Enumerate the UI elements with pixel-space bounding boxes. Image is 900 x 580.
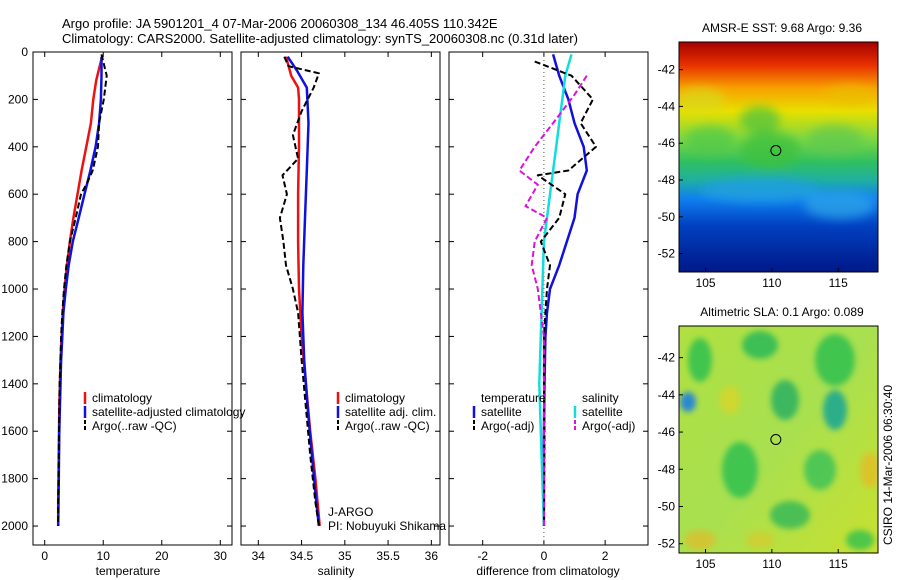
annotation-line-1: J-ARGO [328,505,373,519]
legend-label-climatology: climatology [345,391,405,405]
x-tick-label: 35.5 [376,549,400,563]
sla-map [679,326,878,553]
y-tick-label: 0 [21,45,28,59]
legend-label-temp-argo: Argo(-adj) [481,419,534,433]
x-tick-label: 36 [425,549,439,563]
difference-plot: -2 0 2 [449,51,648,563]
x-tick-label: 2 [602,549,609,563]
x-tick-label: 0 [41,549,48,563]
x-tick-label: 34.5 [290,549,314,563]
series-line-salinity-satellite [538,54,573,527]
x-tick-label: 115 [829,557,848,571]
x-tick-label: 110 [762,557,781,571]
legend-label-temp-satellite: satellite [481,405,522,419]
y-tick-label: 400 [8,140,28,154]
sst-texture [679,85,875,219]
series-line-argo-raw-qc- [57,54,108,526]
sla-map-frame [678,325,879,554]
x-tick-label: 10 [97,549,111,563]
salinity-x-axis-label: salinity [318,564,355,578]
y-tick-label: -52 [658,247,676,261]
series-line-temperature-satellite [542,54,589,526]
x-tick-label: 35 [338,549,352,563]
chart-title-line1: Argo profile: JA 5901201_4 07-Mar-2006 2… [62,16,498,31]
y-tick-label: -48 [658,173,676,187]
y-tick-label: -50 [658,499,676,513]
annotation-line-2: PI: Nobuyuki Shikama [328,519,446,533]
x-tick-label: -2 [477,549,488,563]
legend-label-sal-argo: Argo(-adj) [582,419,635,433]
y-tick-label: 800 [8,235,28,249]
y-tick-label: -42 [658,63,676,77]
y-tick-label: 1200 [1,329,28,343]
legend-header-temperature: temperature [481,391,546,405]
float-location-marker [770,434,782,445]
y-tick-label: 200 [8,92,28,106]
y-tick-label: 2000 [1,519,28,533]
temperature-legend: climatology satellite-adjusted climatolo… [83,391,245,433]
series-line-satellite-adj-clim- [286,56,321,527]
x-tick-label: 20 [155,549,169,563]
salinity-plot: 34 34.5 35 35.5 36 [241,51,440,563]
x-tick-label: 115 [829,276,848,290]
float-location-marker [770,145,782,157]
y-tick-label: 600 [8,187,28,201]
y-tick-label: -52 [658,537,676,551]
sst-map-frame [678,41,879,273]
legend-label-argo: Argo(..raw -QC) [92,419,177,433]
x-tick-label: 0 [541,549,548,563]
temperature-plot-frame [32,51,233,546]
sla-map-axes: 105 110 115 -42 -44 -46 -48 -50 -52 [658,351,848,571]
legend-label-argo: Argo(..raw -QC) [345,419,430,433]
salinity-annotation: J-ARGO PI: Nobuyuki Shikama [328,505,446,533]
y-tick-label: -44 [658,99,676,113]
salinity-legend: climatology satellite adj. clim. Argo(..… [336,391,436,433]
legend-label-satellite: satellite adj. clim. [345,405,436,419]
y-tick-label: -48 [658,462,676,476]
y-tick-label: 1800 [1,472,28,486]
series-line-salinity-argo-adj- [518,75,588,526]
salinity-plot-frame [240,51,441,546]
sla-map-title: Altimetric SLA: 0.1 Argo: 0.089 [700,305,864,319]
x-tick-label: 105 [696,557,716,571]
y-tick-label: 1000 [1,282,28,296]
x-tick-label: 34 [252,549,266,563]
y-tick-label: 1400 [1,377,28,391]
difference-legend: temperature satellite Argo(-adj) salinit… [472,391,635,433]
sst-map [679,42,878,272]
sla-texture [680,331,878,550]
y-tick-label: -46 [658,136,676,150]
x-tick-label: 30 [214,549,228,563]
temperature-x-axis-label: temperature [96,564,161,578]
temperature-plot: 0 10 20 30 0 200 400 600 800 1000 1200 1400 1600 1800… [1,45,232,563]
legend-header-salinity: salinity [582,391,619,405]
y-tick-label: -50 [658,210,676,224]
side-credit-label: CSIRO 14-Mar-2006 06:30:40 [881,385,895,545]
series-line-argo-raw-qc- [278,56,320,527]
sst-map-axes: 105 110 115 -42 -44 -46 -48 -50 -52 [658,63,848,290]
y-tick-label: -44 [658,388,676,402]
legend-label-climatology: climatology [92,391,152,405]
x-tick-label: 110 [762,276,781,290]
difference-x-axis-label: difference from climatology [476,564,619,578]
chart-title-line2: Climatology: CARS2000. Satellite-adjuste… [62,31,578,46]
legend-label-satellite: satellite-adjusted climatology [92,405,245,419]
difference-plot-frame [448,51,649,546]
y-tick-label: -42 [658,351,676,365]
y-tick-label: -46 [658,425,676,439]
sst-map-title: AMSR-E SST: 9.68 Argo: 9.36 [702,21,862,35]
x-tick-label: 105 [696,276,716,290]
series-line-temperature-argo-adj- [534,60,597,527]
legend-label-sal-satellite: satellite [582,405,623,419]
y-tick-label: 1600 [1,424,28,438]
